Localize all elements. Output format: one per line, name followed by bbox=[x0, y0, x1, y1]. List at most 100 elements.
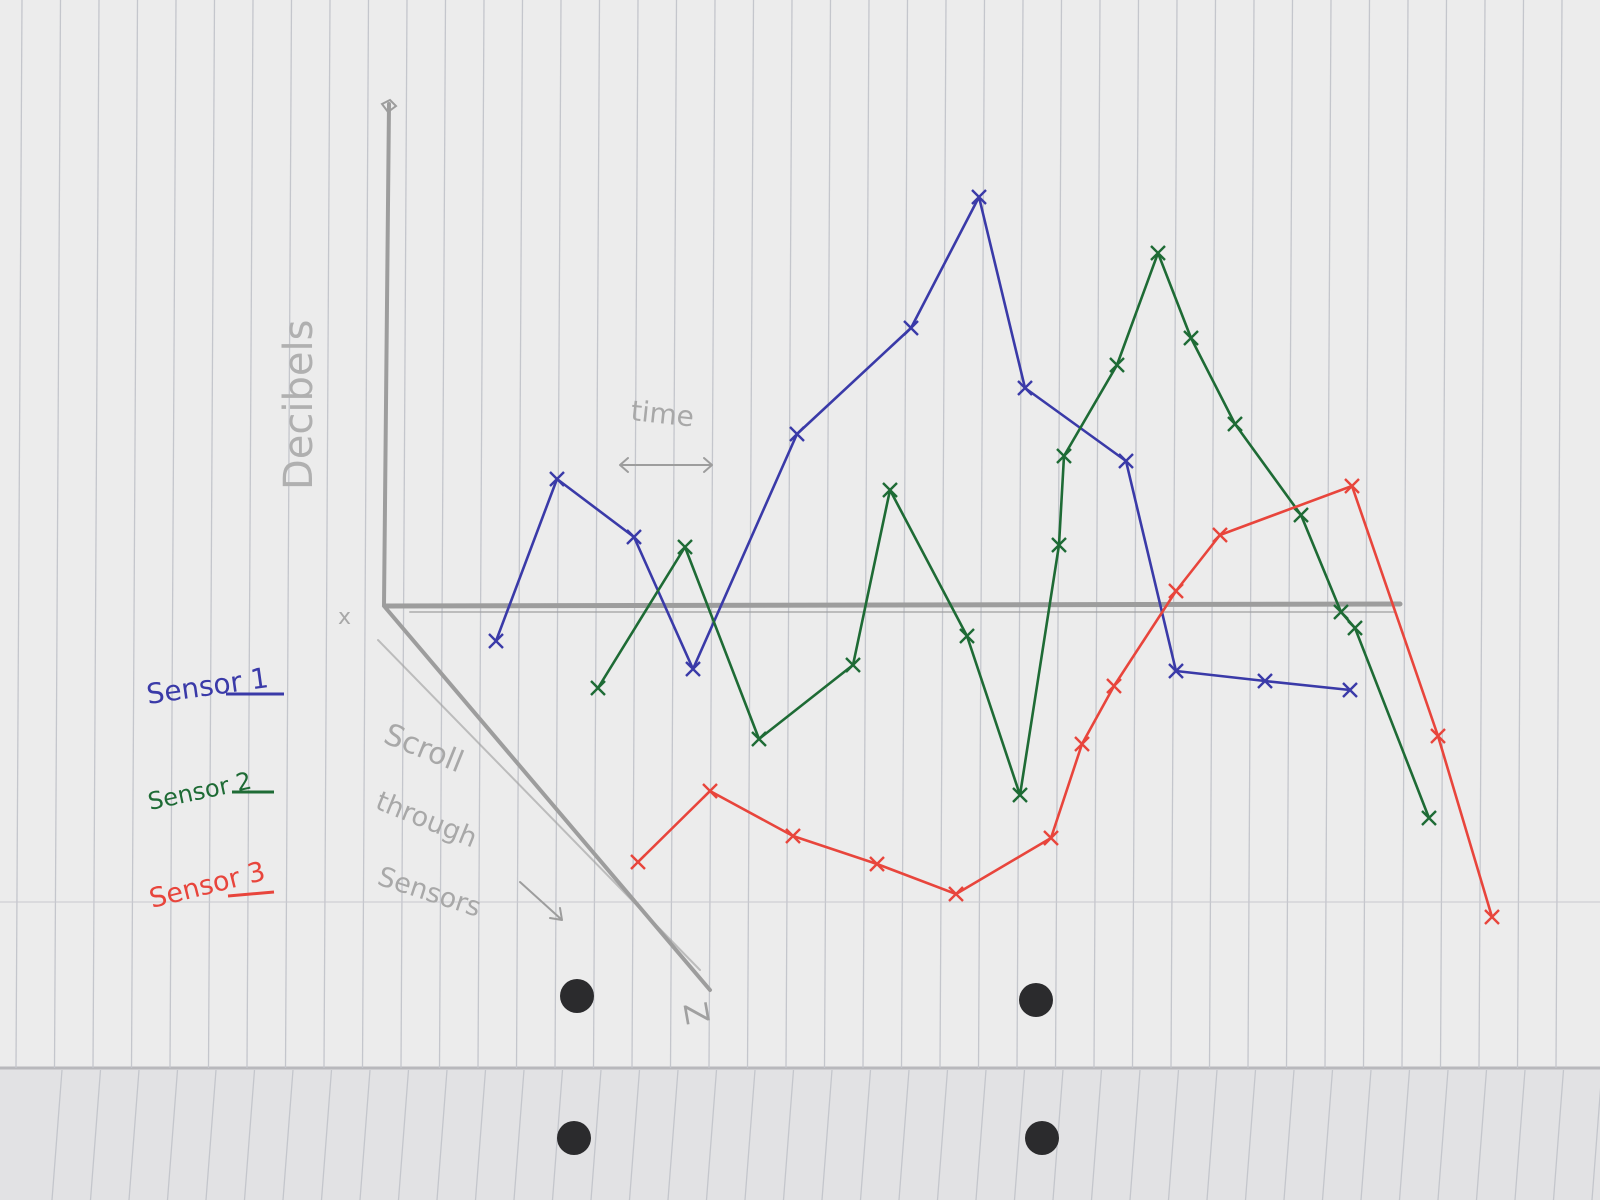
ruled-line-lower bbox=[320, 1069, 333, 1200]
ruled-line bbox=[669, 0, 678, 1069]
lower-page bbox=[0, 1068, 1600, 1200]
ruled-line bbox=[1516, 0, 1525, 1069]
punch-hole bbox=[1025, 1121, 1059, 1155]
y-axis-arrow bbox=[380, 98, 398, 114]
data-point-sensor-1-11 bbox=[1257, 673, 1273, 689]
ruled-line-lower bbox=[898, 1069, 910, 1200]
data-point-sensor-2-13 bbox=[1227, 416, 1243, 432]
ruled-line-lower bbox=[89, 1069, 102, 1200]
series-sensor-1 bbox=[488, 189, 1358, 698]
pencil-axes bbox=[377, 98, 1403, 992]
data-point-sensor-2-3 bbox=[751, 731, 767, 747]
data-point-sensor-3-11 bbox=[1344, 478, 1360, 494]
ruled-line bbox=[1016, 0, 1024, 1069]
ruled-line bbox=[1170, 0, 1178, 1069]
x-axis bbox=[383, 601, 1403, 609]
data-point-sensor-2-15 bbox=[1333, 604, 1349, 620]
data-point-sensor-3-8 bbox=[1106, 678, 1122, 694]
ruled-line-lower bbox=[1360, 1069, 1372, 1200]
data-point-sensor-2-6 bbox=[959, 628, 975, 644]
data-point-sensor-3-4 bbox=[869, 856, 885, 872]
ruled-line bbox=[438, 0, 447, 1069]
data-point-sensor-1-6 bbox=[903, 320, 919, 336]
ruled-line-lower bbox=[1013, 1069, 1026, 1200]
ruled-line bbox=[900, 0, 909, 1069]
ruled-line bbox=[400, 0, 408, 1069]
data-point-sensor-2-4 bbox=[845, 657, 861, 673]
ruled-line-lower bbox=[1514, 1069, 1526, 1200]
ruled-line-lower bbox=[397, 1069, 410, 1200]
ruled-line-lower bbox=[282, 1069, 294, 1200]
data-point-sensor-1-3 bbox=[626, 529, 642, 545]
data-point-sensor-2-1 bbox=[590, 680, 606, 696]
data-point-sensor-1-1 bbox=[488, 633, 504, 649]
data-point-sensor-1-12 bbox=[1342, 682, 1358, 698]
ruled-line-lower bbox=[51, 1069, 63, 1200]
y-axis bbox=[382, 102, 391, 607]
data-point-sensor-2-11 bbox=[1150, 245, 1166, 261]
punch-hole bbox=[557, 1121, 591, 1155]
data-point-sensor-2-7 bbox=[1012, 787, 1028, 803]
ruled-line bbox=[1401, 0, 1409, 1069]
data-point-sensor-3-9 bbox=[1168, 583, 1184, 599]
ruled-line bbox=[130, 0, 139, 1069]
origin-label: x bbox=[338, 605, 351, 630]
ruled-line bbox=[1285, 0, 1294, 1069]
data-point-sensor-2-2 bbox=[677, 539, 693, 555]
punch-holes bbox=[557, 979, 1059, 1155]
ruled-line-lower bbox=[436, 1069, 448, 1200]
ruled-line-lower bbox=[1552, 1069, 1565, 1200]
ruled-line-lower bbox=[205, 1069, 217, 1200]
ruled-line-lower bbox=[1129, 1069, 1141, 1200]
series-sensor-2 bbox=[590, 245, 1437, 826]
ruled-line bbox=[631, 0, 639, 1069]
ruled-line bbox=[1439, 0, 1448, 1069]
data-point-sensor-3-10 bbox=[1212, 527, 1228, 543]
data-point-sensor-1-10 bbox=[1168, 663, 1184, 679]
data-point-sensor-2-8 bbox=[1051, 537, 1067, 553]
ruled-line-lower bbox=[1437, 1069, 1449, 1200]
ruled-line bbox=[592, 0, 601, 1069]
ruled-line-lower bbox=[782, 1069, 795, 1200]
data-point-sensor-2-10 bbox=[1109, 357, 1125, 373]
ruled-line-lower bbox=[1398, 1069, 1411, 1200]
ruled-line-lower bbox=[975, 1069, 987, 1200]
ruled-line bbox=[53, 0, 62, 1069]
ruled-line bbox=[361, 0, 370, 1069]
data-point-sensor-3-13 bbox=[1484, 909, 1500, 925]
punch-hole bbox=[560, 979, 594, 1013]
data-point-sensor-1-5 bbox=[789, 426, 805, 442]
ruled-line bbox=[977, 0, 986, 1069]
series-layer bbox=[488, 189, 1500, 925]
ruled-line bbox=[15, 0, 23, 1069]
z-axis bbox=[382, 604, 712, 992]
ruled-line-lower bbox=[628, 1069, 641, 1200]
data-point-sensor-3-7 bbox=[1074, 736, 1090, 752]
ruled-line-lower bbox=[359, 1069, 371, 1200]
ruled-line-lower bbox=[1206, 1069, 1218, 1200]
ruled-line-lower bbox=[1090, 1069, 1103, 1200]
ruled-line-lower bbox=[705, 1069, 718, 1200]
ruled-line bbox=[1208, 0, 1217, 1069]
ruled-line bbox=[323, 0, 331, 1069]
data-point-sensor-3-12 bbox=[1430, 728, 1446, 744]
ruled-line bbox=[554, 0, 562, 1069]
ruled-line bbox=[246, 0, 254, 1069]
ruled-line bbox=[708, 0, 716, 1069]
ruled-line bbox=[939, 0, 947, 1069]
data-point-sensor-2-12 bbox=[1183, 330, 1199, 346]
data-point-sensor-1-8 bbox=[1017, 380, 1033, 396]
x-axis-label: time bbox=[629, 394, 695, 433]
ruled-line bbox=[1131, 0, 1140, 1069]
ruled-line bbox=[1324, 0, 1332, 1069]
ruled-line-lower bbox=[590, 1069, 602, 1200]
data-point-sensor-3-1 bbox=[630, 854, 646, 870]
ruled-line-lower bbox=[1283, 1069, 1295, 1200]
ruled-line bbox=[284, 0, 293, 1069]
data-point-sensor-3-5 bbox=[948, 886, 964, 902]
data-point-sensor-2-5 bbox=[882, 482, 898, 498]
ruled-line bbox=[785, 0, 793, 1069]
data-point-sensor-1-2 bbox=[549, 471, 565, 487]
data-point-sensor-2-17 bbox=[1421, 810, 1437, 826]
